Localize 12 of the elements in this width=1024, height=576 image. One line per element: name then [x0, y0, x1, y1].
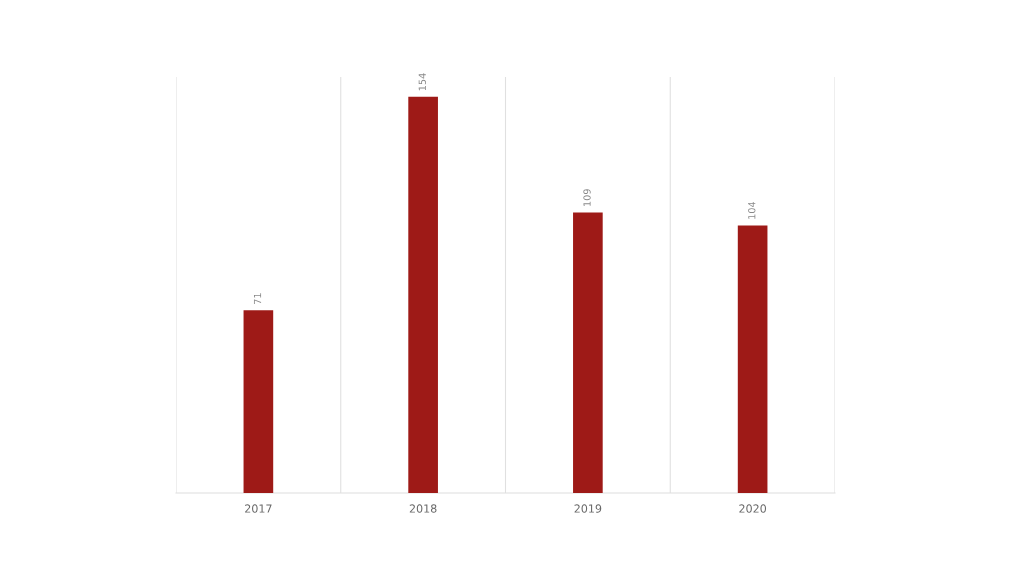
data-label: 71	[253, 293, 262, 304]
data-label: 104	[748, 201, 756, 219]
x-tick-label: 2020	[739, 504, 767, 513]
data-label: 154	[418, 73, 426, 91]
bar	[408, 96, 438, 493]
x-tick-label: 2019	[574, 504, 602, 513]
bar	[737, 225, 768, 493]
data-label: 109	[583, 189, 591, 206]
x-tick-label: 2017	[245, 504, 272, 513]
bar	[243, 310, 274, 493]
x-tick-label: 2018	[409, 504, 437, 513]
bar	[573, 212, 603, 493]
